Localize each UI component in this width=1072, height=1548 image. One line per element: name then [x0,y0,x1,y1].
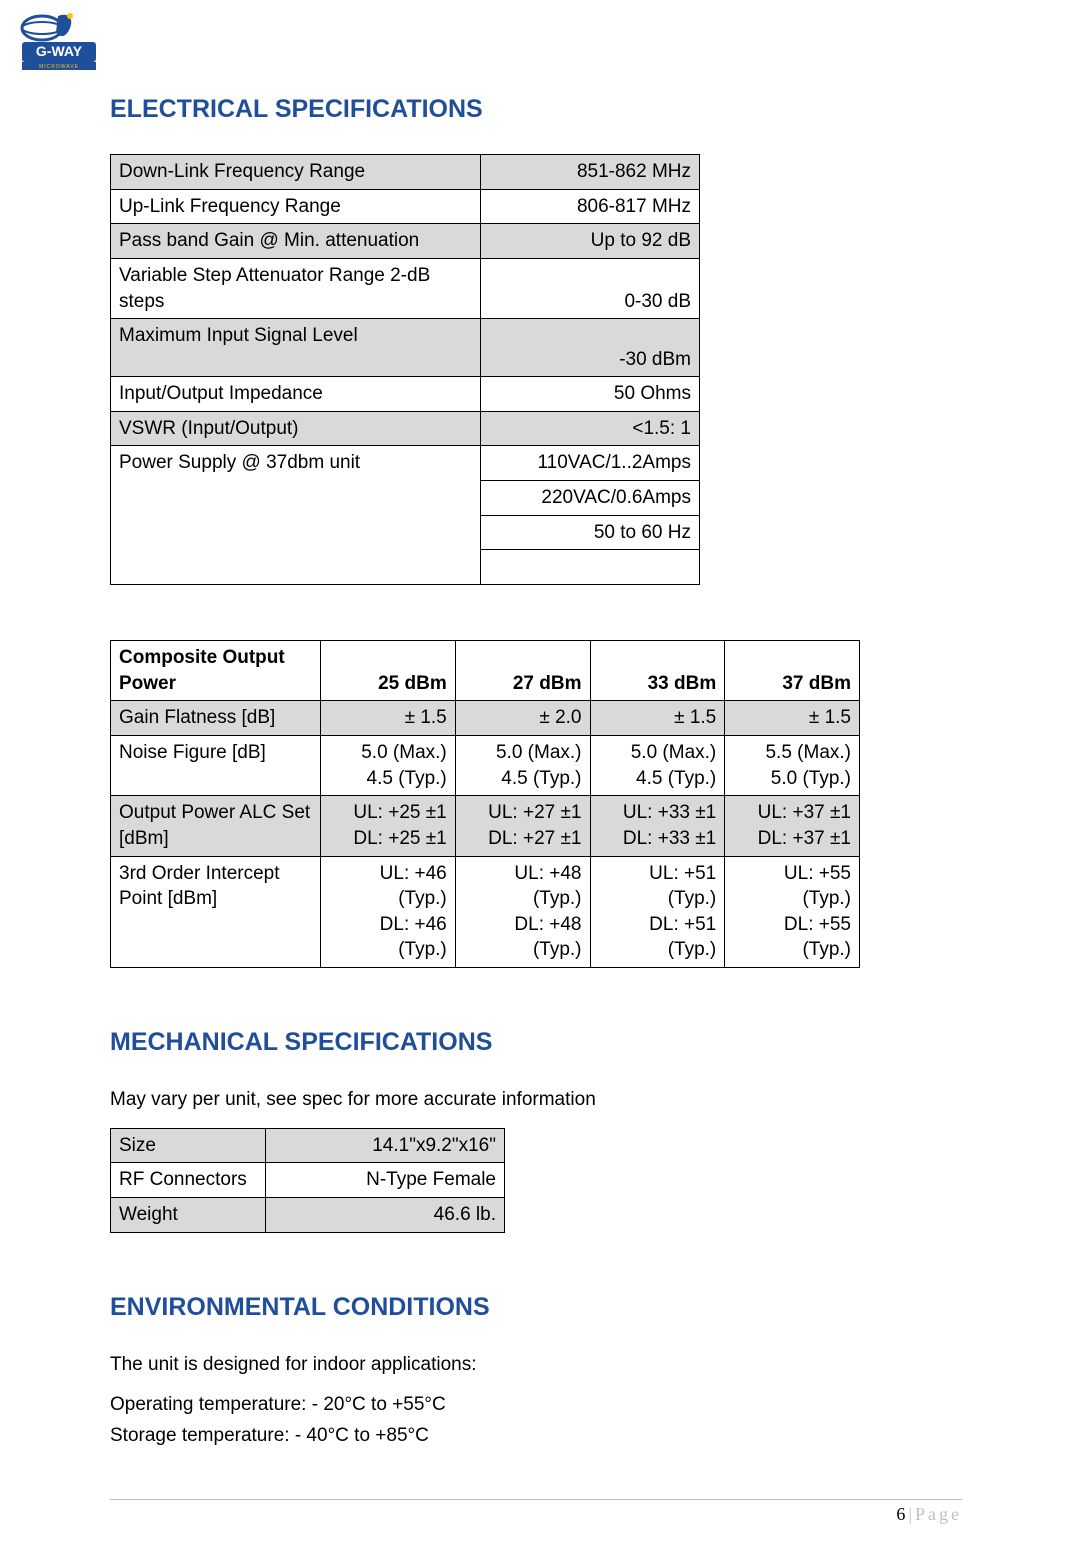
row-label: Power Supply @ 37dbm unit [111,446,481,585]
row-value: Up to 92 dB [481,224,700,259]
cell: 5.0 (Max.) 4.5 (Typ.) [321,735,456,795]
page-footer: 6|Page [110,1500,962,1525]
row-value: 851-862 MHz [481,155,700,190]
row-label: Weight [111,1197,266,1232]
row-label: 3rd Order Intercept Point [dBm] [111,856,321,968]
row-value: 110VAC/1..2Amps [481,446,700,481]
svg-text:G-WAY: G-WAY [36,43,83,59]
table-row: Power Supply @ 37dbm unit110VAC/1..2Amps [111,446,700,481]
col-2: 33 dBm [590,641,725,701]
row-label: Variable Step Attenuator Range 2-dB step… [111,258,481,318]
row-value [481,550,700,585]
row-value: -30 dBm [481,319,700,377]
cell: UL: +33 ±1 DL: +33 ±1 [590,796,725,856]
cell: UL: +48 (Typ.) DL: +48 (Typ.) [455,856,590,968]
table-row: Variable Step Attenuator Range 2-dB step… [111,258,700,318]
env-storage: Storage temperature: - 40°C to +85°C [110,1423,962,1450]
table-row: Up-Link Frequency Range806-817 MHz [111,189,700,224]
cell: ± 1.5 [590,701,725,736]
table-row: 3rd Order Intercept Point [dBm]UL: +46 (… [111,856,860,968]
col-0: 25 dBm [321,641,456,701]
svg-text:MICROWAVE: MICROWAVE [39,64,79,70]
row-value: 0-30 dB [481,258,700,318]
cell: UL: +25 ±1 DL: +25 ±1 [321,796,456,856]
cell: 5.0 (Max.) 4.5 (Typ.) [455,735,590,795]
row-label: Down-Link Frequency Range [111,155,481,190]
row-label: RF Connectors [111,1163,266,1198]
row-label: Size [111,1128,266,1163]
row-value: 50 to 60 Hz [481,515,700,550]
row-label: Input/Output Impedance [111,377,481,412]
cell: UL: +51 (Typ.) DL: +51 (Typ.) [590,856,725,968]
cell: ± 1.5 [321,701,456,736]
row-value: N-Type Female [266,1163,505,1198]
cell: 5.5 (Max.) 5.0 (Typ.) [725,735,860,795]
table-electrical: Down-Link Frequency Range851-862 MHzUp-L… [110,154,700,585]
table-row: Noise Figure [dB]5.0 (Max.) 4.5 (Typ.)5.… [111,735,860,795]
cell: ± 2.0 [455,701,590,736]
table-row: VSWR (Input/Output)<1.5: 1 [111,411,700,446]
table-row: Down-Link Frequency Range851-862 MHz [111,155,700,190]
row-label: Noise Figure [dB] [111,735,321,795]
table-row: Size14.1"x9.2"x16" [111,1128,505,1163]
row-value: 50 Ohms [481,377,700,412]
row-value: 220VAC/0.6Amps [481,481,700,516]
heading-mechanical: MECHANICAL SPECIFICATIONS [110,1028,962,1057]
cell: UL: +27 ±1 DL: +27 ±1 [455,796,590,856]
cell: UL: +55 (Typ.) DL: +55 (Typ.) [725,856,860,968]
composite-header-label: Composite Output Power [111,641,321,701]
env-operating: Operating temperature: - 20°C to +55°C [110,1392,962,1419]
env-intro: The unit is designed for indoor applicat… [110,1352,962,1379]
row-label: VSWR (Input/Output) [111,411,481,446]
table-row: Weight46.6 lb. [111,1197,505,1232]
table-row: Pass band Gain @ Min. attenuationUp to 9… [111,224,700,259]
cell: UL: +37 ±1 DL: +37 ±1 [725,796,860,856]
table-mechanical: Size14.1"x9.2"x16"RF ConnectorsN-Type Fe… [110,1128,505,1233]
table-row: Gain Flatness [dB]± 1.5± 2.0± 1.5± 1.5 [111,701,860,736]
cell: ± 1.5 [725,701,860,736]
table-row: RF ConnectorsN-Type Female [111,1163,505,1198]
row-value: 46.6 lb. [266,1197,505,1232]
heading-environmental: ENVIRONMENTAL CONDITIONS [110,1293,962,1322]
row-value: <1.5: 1 [481,411,700,446]
row-label: Pass band Gain @ Min. attenuation [111,224,481,259]
brand-logo: G-WAY MICROWAVE [20,10,98,70]
col-1: 27 dBm [455,641,590,701]
row-value: 806-817 MHz [481,189,700,224]
col-3: 37 dBm [725,641,860,701]
cell: 5.0 (Max.) 4.5 (Typ.) [590,735,725,795]
row-label: Gain Flatness [dB] [111,701,321,736]
mechanical-note: May vary per unit, see spec for more acc… [110,1087,962,1114]
row-label: Maximum Input Signal Level [111,319,481,377]
table-row: Maximum Input Signal Level-30 dBm [111,319,700,377]
table-row: Input/Output Impedance50 Ohms [111,377,700,412]
row-label: Output Power ALC Set [dBm] [111,796,321,856]
page-number: 6 [896,1504,905,1524]
table-row: Output Power ALC Set [dBm]UL: +25 ±1 DL:… [111,796,860,856]
page-word: Page [915,1504,962,1524]
row-label: Up-Link Frequency Range [111,189,481,224]
heading-electrical: ELECTRICAL SPECIFICATIONS [110,95,962,124]
cell: UL: +46 (Typ.) DL: +46 (Typ.) [321,856,456,968]
row-value: 14.1"x9.2"x16" [266,1128,505,1163]
table-composite: Composite Output Power 25 dBm 27 dBm 33 … [110,640,860,968]
